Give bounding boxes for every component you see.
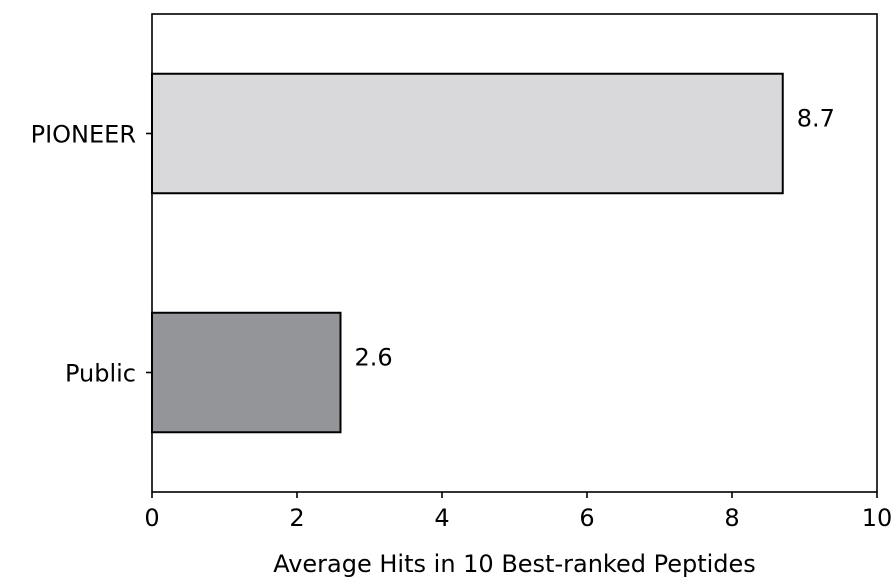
y-tick-label-public: Public xyxy=(65,360,136,388)
x-tick-label-4: 4 xyxy=(434,504,449,532)
bars xyxy=(151,72,784,434)
bar-pioneer xyxy=(151,72,784,195)
x-tick-label-0: 0 xyxy=(144,504,159,532)
x-axis-title: Average Hits in 10 Best-ranked Peptides xyxy=(273,550,756,578)
plot-frame xyxy=(151,13,878,493)
y-axis: PIONEER Public xyxy=(31,121,152,388)
x-axis: 0 2 4 6 8 10 xyxy=(144,492,892,532)
y-tick-label-pioneer: PIONEER xyxy=(31,121,136,149)
x-tick-label-2: 2 xyxy=(289,504,304,532)
data-label-pioneer: 8.7 xyxy=(797,105,835,133)
x-tick-label-6: 6 xyxy=(579,504,594,532)
bar-public xyxy=(151,311,342,434)
data-label-public: 2.6 xyxy=(355,344,393,372)
x-tick-label-10: 10 xyxy=(862,504,893,532)
data-labels: 8.7 2.6 xyxy=(355,105,835,372)
x-tick-label-8: 8 xyxy=(724,504,739,532)
